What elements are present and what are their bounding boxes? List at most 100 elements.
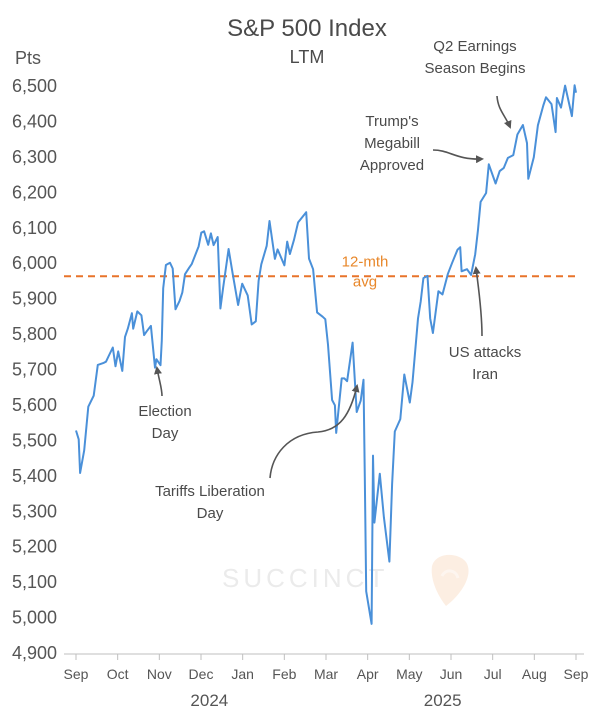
data-point <box>507 157 509 159</box>
data-point <box>371 623 373 625</box>
data-point <box>78 438 80 440</box>
x-tick-label: Sep <box>564 666 589 682</box>
data-point <box>391 483 393 485</box>
y-tick-label: 6,300 <box>12 147 57 167</box>
data-point <box>571 115 573 117</box>
data-point <box>324 318 326 320</box>
data-point <box>447 273 449 275</box>
data-point <box>232 273 234 275</box>
data-point <box>247 294 249 296</box>
y-tick-label: 5,800 <box>12 324 57 344</box>
chart-subtitle: LTM <box>290 47 325 67</box>
data-point <box>269 220 271 222</box>
data-point <box>461 270 463 272</box>
data-point <box>161 339 163 341</box>
annotation-megabill-line1: Trump's <box>365 113 418 130</box>
data-point <box>427 275 429 277</box>
data-point <box>485 192 487 194</box>
data-point <box>527 178 529 180</box>
data-point <box>260 263 262 265</box>
data-point <box>293 239 295 241</box>
data-point <box>363 379 365 381</box>
annotation-iran: US attacks Iran <box>449 266 521 383</box>
data-point <box>105 361 107 363</box>
data-point <box>480 201 482 203</box>
data-point <box>181 292 183 294</box>
data-point <box>258 280 260 282</box>
data-point <box>399 418 401 420</box>
data-point <box>169 262 171 264</box>
x-tick-label: Feb <box>272 666 296 682</box>
data-point <box>341 377 343 379</box>
x-tick-label: Apr <box>357 666 379 682</box>
data-point <box>251 324 253 326</box>
y-tick-label: 6,400 <box>12 111 57 131</box>
y-tick-label: 6,000 <box>12 253 57 273</box>
watermark: SUCCINCT <box>222 554 469 606</box>
data-point <box>560 107 562 109</box>
data-point <box>150 325 152 327</box>
data-point <box>356 411 358 413</box>
data-point <box>217 236 219 238</box>
y-tick-label: 6,100 <box>12 218 57 238</box>
data-point <box>213 244 215 246</box>
data-point <box>409 402 411 404</box>
data-point <box>495 183 497 185</box>
data-point <box>432 332 434 334</box>
data-point <box>346 380 348 382</box>
data-point <box>379 473 381 475</box>
data-point <box>198 246 200 248</box>
data-point <box>555 131 557 133</box>
data-point <box>102 362 104 364</box>
annotation-iran-arrow <box>472 266 483 337</box>
annotation-iran-line2: Iran <box>472 366 498 383</box>
data-point <box>499 170 501 172</box>
data-point <box>343 377 345 379</box>
data-point <box>172 268 174 270</box>
data-point <box>526 142 528 144</box>
x-tick-label: Jul <box>484 666 502 682</box>
watermark-logo-icon <box>431 554 469 606</box>
data-point <box>451 262 453 264</box>
data-point <box>184 273 186 275</box>
average-label-line2: avg <box>353 273 377 290</box>
data-point <box>255 320 257 322</box>
data-point <box>533 156 535 158</box>
annotation-election-line2: Day <box>152 425 179 442</box>
average-label-line1: 12-mth <box>342 253 389 270</box>
y-tick-label: 5,600 <box>12 395 57 415</box>
data-point <box>207 244 209 246</box>
data-point <box>146 330 148 332</box>
data-point <box>574 84 576 86</box>
y-tick-label: 5,700 <box>12 360 57 380</box>
data-point <box>162 287 164 289</box>
y-tick-label: 6,500 <box>12 76 57 96</box>
y-tick-label: 5,500 <box>12 430 57 450</box>
data-point <box>417 318 419 320</box>
data-point <box>429 318 431 320</box>
data-point <box>274 258 276 260</box>
annotation-megabill-line3: Approved <box>360 157 424 174</box>
x-tick-label: Sep <box>64 666 89 682</box>
data-point <box>108 355 110 357</box>
data-point <box>191 263 193 265</box>
chart-title: S&P 500 Index <box>227 15 387 42</box>
data-point <box>277 248 279 250</box>
annotation-megabill-arrow <box>432 149 484 164</box>
data-point <box>175 308 177 310</box>
annotation-megabill: Trump's Megabill Approved <box>360 113 484 174</box>
y-tick-label: 5,100 <box>12 572 57 592</box>
data-point <box>117 350 119 352</box>
data-point <box>442 293 444 295</box>
data-point <box>470 274 472 276</box>
x-tick-label: Jun <box>440 666 463 682</box>
data-point <box>308 258 310 260</box>
data-point <box>286 241 288 243</box>
x-tick-label: Mar <box>314 666 338 682</box>
y-axis-label: Pts <box>15 48 41 68</box>
data-point <box>165 264 167 266</box>
annotation-tariffs-arrow <box>269 384 360 479</box>
data-point <box>420 301 422 303</box>
data-point <box>87 406 89 408</box>
x-tick-label: May <box>396 666 422 682</box>
